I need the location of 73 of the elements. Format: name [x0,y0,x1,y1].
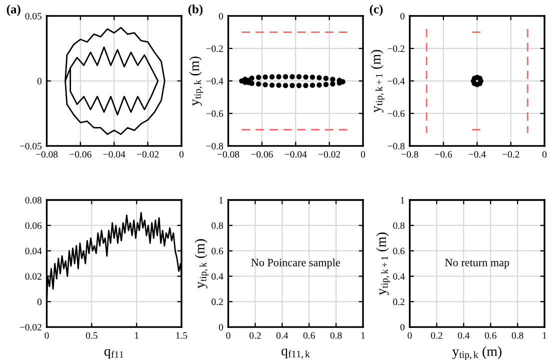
y-tick-label: 0.4 [393,273,405,280]
annotation: No return map [445,258,510,269]
y-tick-label: 0.8 [212,222,224,229]
y-tick-label: −0.6 [206,110,224,117]
y-tick-label: −0.05 [20,142,42,150]
y-tick-label: −0.4 [388,78,405,84]
x-tick-label: 0 [360,151,366,158]
x-tick-label: 0.4 [458,332,470,339]
y-tick-label: 0 [218,12,224,20]
x-axis-title: y$_{tip,k}$ (m) [452,346,502,360]
x-tick-label: −0.08 [36,151,58,158]
x-tick-label: 0.5 [86,332,98,339]
y-axis-title: y$_{tip,k}$ (m) [189,56,203,106]
x-tick-label: 0 [44,332,49,339]
y-tick-label: 0.8 [393,222,405,229]
x-tick-label: −0.6 [435,151,452,158]
x-tick-label: −0.02 [318,151,340,158]
y-tick-label: 1 [219,196,223,204]
x-tick-label: −0.06 [70,151,92,158]
y-tick-label: 0.04 [25,248,42,254]
y-tick-label: 0.2 [212,298,223,306]
x-tick-label: 0 [179,151,184,158]
x-tick-label: 0 [226,332,230,339]
y-tick-label: 0.05 [25,12,42,20]
y-tick-label: 0 [37,298,42,306]
y-tick-label: −0.8 [388,142,405,150]
x-tick-label: 1 [542,332,546,339]
y-tick-label: −0.2 [206,45,223,52]
x-tick-label: 0.6 [303,332,315,339]
x-axis-title: q$_{f11}$ [104,349,124,359]
y-tick-label: 0 [218,324,224,331]
chart-title: (a) [6,4,20,16]
x-tick-label: 0 [408,332,412,339]
y-tick-label: 0 [400,324,405,331]
y-tick-label: 0.6 [393,248,405,254]
x-tick-label: −0.06 [251,151,273,158]
x-tick-label: 1 [361,332,365,339]
y-axis-title: y$_{tip,k+1}$ (m) [376,232,390,296]
x-tick-label: −0.02 [137,151,159,158]
x-tick-label: 0 [542,151,547,158]
y-tick-label: 0.02 [25,273,42,280]
x-tick-label: 0.2 [249,332,261,339]
annotation: No Poincare sample [251,258,340,269]
x-tick-label: 1.5 [176,332,188,339]
x-tick-label: 0.2 [430,332,442,339]
x-tick-label: 1 [135,332,138,339]
x-tick-label: −0.4 [468,151,486,158]
x-tick-label: 0.4 [276,332,288,339]
y-tick-label: 0.4 [212,273,224,280]
x-tick-label: −0.08 [217,151,240,158]
x-tick-label: −0.04 [284,151,307,158]
x-tick-label: −0.2 [502,151,520,158]
y-tick-label: −0.4 [206,78,224,84]
y-tick-label: 0.08 [25,196,42,204]
y-axis-title: y$_{tip,k+1}$ (m) [370,50,384,113]
y-tick-label: 0.2 [393,298,404,306]
chart-title: (c) [370,4,383,16]
chart-title: (b) [188,4,203,16]
y-tick-label: 0 [400,12,405,20]
y-tick-label: −0.02 [20,324,42,331]
y-tick-label: −0.8 [206,142,224,150]
x-tick-label: 0.8 [512,332,524,339]
x-axis-title: q$_{f11,k}$ [282,348,310,359]
y-axis-title: y$_{tip,k}$ (m) [194,239,208,288]
x-tick-label: 0.6 [484,332,496,339]
y-tick-label: 0.6 [212,248,224,254]
y-tick-label: 0 [37,78,42,84]
y-tick-label: 1 [400,196,404,204]
y-tick-label: −0.2 [388,45,404,52]
y-tick-label: 0.06 [25,222,42,229]
x-tick-label: −0.04 [103,151,126,158]
y-tick-label: −0.6 [388,110,405,117]
x-tick-label: 0.8 [330,332,342,339]
